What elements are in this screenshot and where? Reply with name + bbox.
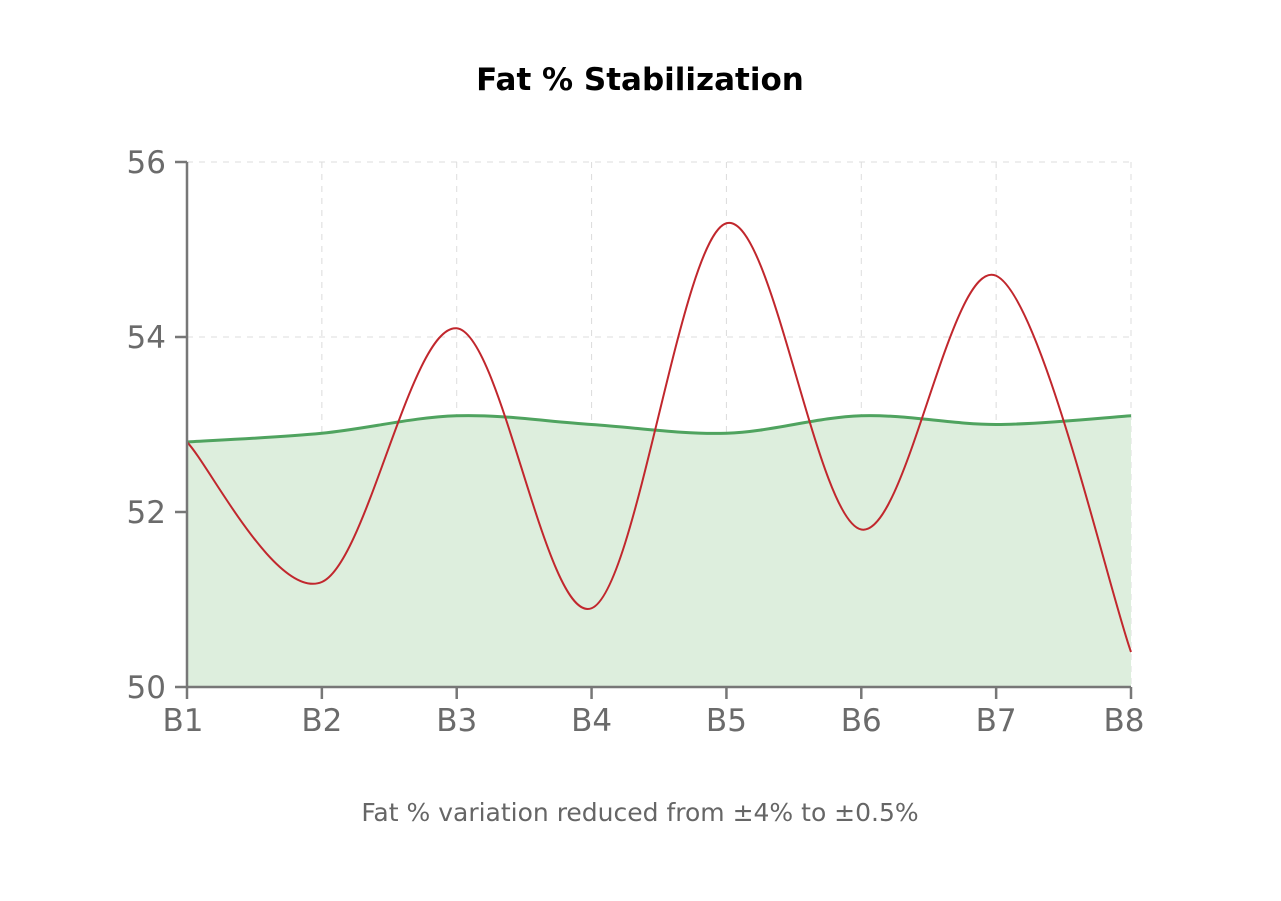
x-tick-label: B4 xyxy=(571,703,612,739)
x-tick-label: B6 xyxy=(841,703,882,739)
x-tick-label: B5 xyxy=(706,703,747,739)
line-layer xyxy=(186,222,1132,653)
x-tick-label: B8 xyxy=(1104,703,1145,739)
axes xyxy=(175,160,1133,699)
series-area xyxy=(187,415,1131,687)
tick-labels: 50 52 54 56 B1 B2 B3 B4 B5 B6 B7 B8 xyxy=(127,145,1145,739)
x-tick-label: B3 xyxy=(436,703,477,739)
y-tick-label: 54 xyxy=(127,320,166,356)
chart-subtitle: Fat % variation reduced from ±4% to ±0.5… xyxy=(361,798,918,827)
x-tick-label: B7 xyxy=(976,703,1017,739)
y-tick-label: 50 xyxy=(127,670,166,706)
x-tick-label: B2 xyxy=(301,703,342,739)
chart-title: Fat % Stabilization xyxy=(476,62,804,98)
x-tick-label: B1 xyxy=(163,703,204,739)
series-line-variable xyxy=(186,222,1132,653)
area-layer xyxy=(187,415,1131,687)
series-line-stable xyxy=(186,414,1132,444)
y-tick-label: 52 xyxy=(127,495,166,531)
y-tick-label: 56 xyxy=(127,145,166,181)
